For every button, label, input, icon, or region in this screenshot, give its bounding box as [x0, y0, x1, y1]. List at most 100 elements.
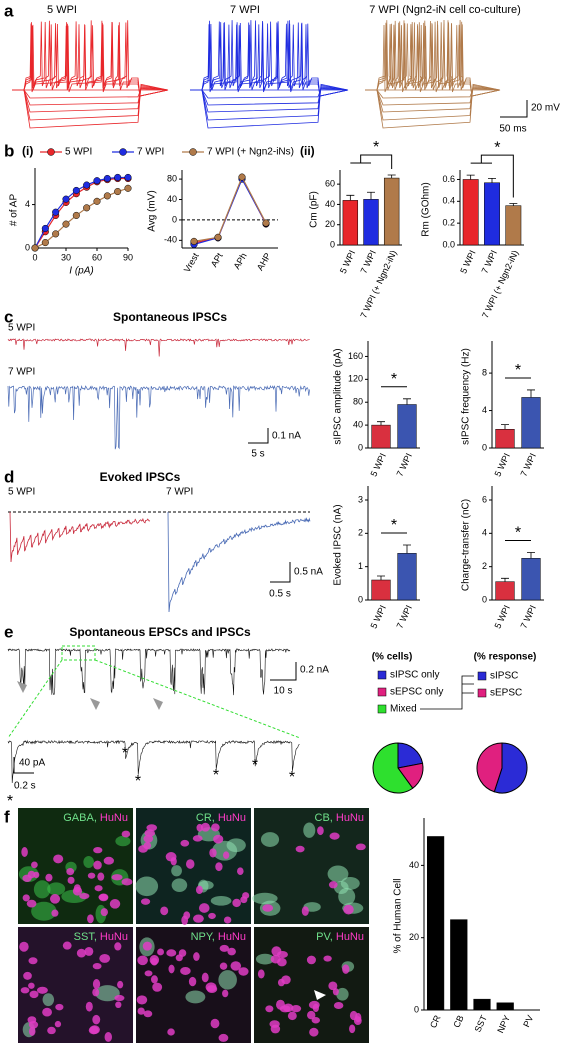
y-axis-label: Rm (GOhm): [421, 182, 432, 236]
epsc-mark: *: [289, 769, 295, 786]
point: [114, 173, 122, 181]
point: [238, 173, 246, 181]
y-tick-label: 4: [482, 528, 487, 538]
nucleus: [42, 1007, 52, 1017]
nucleus: [328, 981, 338, 991]
pie-slice: [397, 742, 424, 769]
bar: [484, 182, 500, 246]
nucleus: [195, 885, 203, 895]
pie-title: (% cells): [372, 652, 413, 663]
trace-label: 7 WPI: [8, 367, 35, 378]
y-axis-label: Cm (pF): [309, 191, 320, 228]
legend-swatch: [377, 687, 387, 697]
bar: [383, 177, 400, 246]
nucleus: [200, 822, 211, 832]
y-tick-label: 4: [25, 199, 30, 209]
legend-marker: [119, 148, 127, 156]
nucleus: [237, 867, 244, 875]
event-arrow: [153, 698, 163, 710]
nucleus: [230, 961, 242, 971]
x-tick-label: 7 WPI: [395, 604, 414, 630]
nucleus: [309, 1027, 319, 1037]
nucleus: [103, 856, 114, 865]
nucleus: [223, 916, 232, 924]
nucleus: [343, 904, 354, 915]
nucleus: [47, 1026, 56, 1035]
nucleus: [265, 1005, 274, 1013]
series-line: [34, 187, 129, 249]
nucleus: [111, 874, 123, 881]
x-tick-label: 7 WPI: [519, 452, 538, 478]
nucleus: [257, 969, 265, 979]
x-tick-label: NPY: [495, 1014, 512, 1035]
cell-body: [338, 887, 356, 906]
scale-label: 0.1 nA: [272, 431, 301, 442]
legend-label: sEPSC only: [390, 687, 443, 698]
y-tick-label: 4: [482, 405, 487, 415]
nucleus: [137, 1007, 145, 1015]
nucleus: [27, 870, 36, 879]
nucleus: [332, 988, 339, 996]
nucleus: [31, 861, 38, 869]
legend-label: sIPSC only: [390, 670, 439, 681]
y-tick-label: 8: [482, 367, 487, 377]
nucleus: [99, 953, 111, 963]
y-axis-label: Evoked IPSC (nA): [333, 504, 344, 585]
nucleus: [219, 962, 228, 970]
nucleus: [213, 834, 224, 844]
nucleus: [54, 1020, 62, 1028]
significance-mark: *: [494, 139, 500, 156]
nucleus: [22, 894, 30, 902]
trace-title: 5 WPI: [47, 4, 77, 16]
cell-body: [47, 882, 66, 896]
panel-label: b: [4, 141, 14, 160]
nucleus: [166, 949, 177, 957]
nucleus: [100, 908, 108, 917]
nucleus: [20, 987, 30, 994]
cell-body: [198, 880, 214, 890]
y-tick-label: 0: [414, 1004, 419, 1014]
nucleus: [51, 909, 59, 917]
bar: [495, 581, 515, 601]
zoom-line: [7, 659, 63, 739]
nucleus: [97, 872, 105, 881]
nucleus: [277, 950, 288, 959]
x-tick-label: 0: [32, 252, 37, 262]
legend-label: Mixed: [390, 704, 417, 715]
micrograph-label: SST, HuNu: [74, 931, 128, 943]
epsc-mark: *: [7, 793, 13, 810]
section-title: Evoked IPSCs: [100, 470, 181, 484]
y-tick-label: 80: [353, 397, 363, 407]
nucleus: [223, 851, 230, 859]
nucleus: [84, 946, 94, 956]
nucleus: [210, 1018, 220, 1029]
series-line: [193, 176, 267, 244]
voltage-trace: [12, 83, 169, 129]
nucleus: [317, 826, 324, 836]
legend-connector: [420, 675, 474, 710]
stain-nuclear: HuNu: [336, 812, 364, 824]
point: [124, 173, 132, 181]
cell-body: [185, 990, 206, 1004]
voltage-trace: [190, 20, 349, 97]
error-bar: [527, 552, 535, 559]
point: [83, 181, 91, 189]
nucleus: [193, 952, 200, 961]
nucleus: [270, 954, 281, 964]
y-tick-label: 0: [482, 594, 487, 604]
pie-title: (% response): [474, 652, 537, 663]
nucleus: [36, 986, 48, 994]
x-tick-label: 5 WPI: [369, 604, 388, 630]
y-tick-label: 160: [348, 351, 363, 361]
series-line: [34, 176, 128, 249]
nucleus: [328, 881, 338, 889]
legend-swatch: [477, 671, 487, 681]
x-tick-label: 7 WPI: [359, 249, 378, 275]
nucleus: [193, 914, 204, 923]
x-tick-label: PV: [521, 1014, 535, 1029]
ipsc-mark: *: [122, 745, 128, 762]
nucleus: [287, 1011, 297, 1021]
legend-marker: [189, 148, 197, 156]
y-tick-label: 0.0: [442, 239, 455, 249]
y-axis-label: % of Human Cell: [393, 878, 404, 953]
